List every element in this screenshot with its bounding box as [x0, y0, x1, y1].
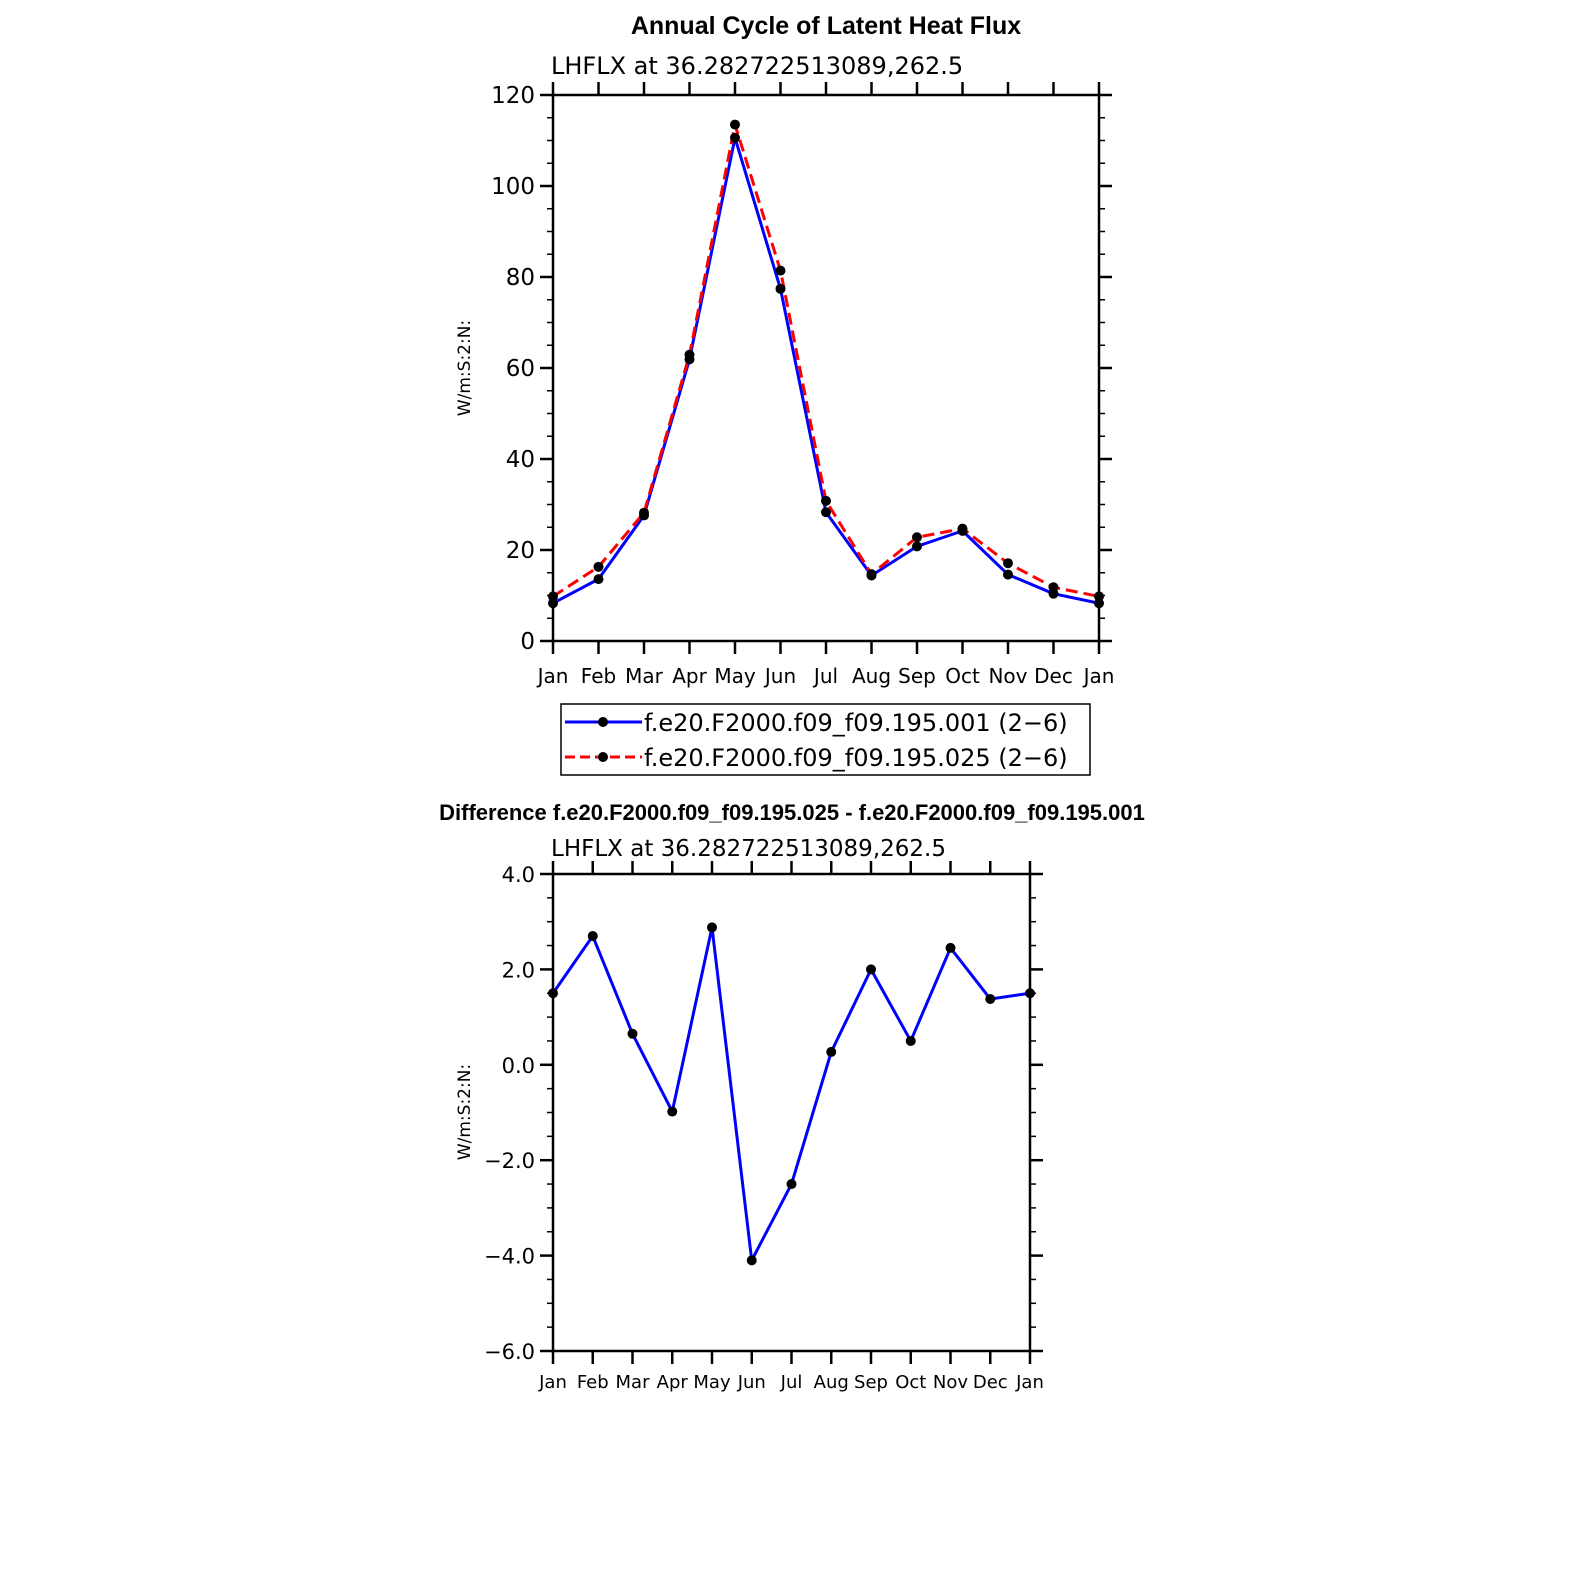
- legend-label-series-1: f.e20.F2000.f09_f09.195.001 (2−6): [644, 709, 1068, 737]
- top-chart-series-1-line: [552, 136, 1100, 605]
- bottom-chart-xtick-label: Apr: [657, 1372, 689, 1393]
- top-chart-series-2-point: [1003, 558, 1013, 569]
- top-chart-series-2-point: [1048, 582, 1059, 593]
- top-chart-xtick-label: Aug: [852, 664, 891, 688]
- top-chart-series-2-point: [821, 495, 831, 506]
- top-chart-plot-frame: [551, 93, 1101, 643]
- bottom-chart-xtick-label: Nov: [933, 1372, 968, 1393]
- bottom-chart-series-1-point: [866, 964, 876, 975]
- bottom-chart-series-1-point: [667, 1106, 678, 1117]
- top-chart-series-1-point: [1003, 569, 1013, 580]
- legend-marker-series-2: [598, 752, 608, 762]
- top-chart-series-2-point: [1094, 591, 1104, 602]
- bottom-chart-ylabel: W/m:S:2:N:: [455, 1064, 475, 1160]
- top-chart-ytick-label: 0: [520, 629, 535, 655]
- bottom-chart-series-1-point: [945, 942, 956, 953]
- top-chart-series-1-point: [821, 507, 831, 518]
- bottom-chart-ytick-label: 0.0: [502, 1054, 535, 1078]
- top-chart-ytick-label: 20: [506, 538, 535, 564]
- bottom-chart-series-1-point: [627, 1028, 638, 1039]
- bottom-chart-series-1-point: [786, 1179, 797, 1190]
- bottom-chart-xtick-label: Oct: [895, 1372, 926, 1393]
- bottom-chart-xtick-label: Aug: [814, 1372, 849, 1393]
- top-chart-xtick-label: Feb: [581, 664, 616, 688]
- top-chart-title: Annual Cycle of Latent Heat Flux: [631, 12, 1021, 40]
- legend-marker-series-1: [598, 717, 608, 727]
- top-chart-ylabel: W/m:S:2:N:: [455, 320, 475, 416]
- top-chart-ytick-label: 80: [506, 265, 535, 291]
- top-chart-series-2-point: [957, 523, 968, 534]
- bottom-chart-series-1-point: [985, 993, 996, 1004]
- bottom-chart-subtitle: LHFLX at 36.282722513089,262.5: [551, 836, 946, 862]
- top-chart-ytick-label: 100: [491, 174, 535, 200]
- top-chart-xtick-label: Jun: [763, 664, 796, 688]
- top-chart-series-2-point: [684, 349, 695, 360]
- bottom-chart-series-1-point: [826, 1046, 837, 1057]
- bottom-chart-series-1-line: [551, 925, 1031, 1262]
- bottom-chart-title: Difference f.e20.F2000.f09_f09.195.025 -…: [439, 800, 1145, 825]
- bottom-chart-xtick-label: May: [693, 1372, 731, 1393]
- top-chart-series-1-point: [593, 574, 604, 585]
- bottom-chart-series-1-point: [1025, 988, 1035, 999]
- legend-label-series-2: f.e20.F2000.f09_f09.195.025 (2−6): [644, 744, 1068, 772]
- top-chart-xtick-label: Dec: [1034, 664, 1073, 688]
- bottom-chart-series-1-point: [707, 922, 717, 933]
- bottom-chart-plot-frame: [551, 872, 1032, 1353]
- bottom-chart-xtick-label: Jan: [538, 1372, 567, 1393]
- top-chart-series-2-point: [866, 569, 877, 580]
- top-chart-xtick-label: Apr: [672, 664, 707, 688]
- bottom-chart-xtick-label: Feb: [577, 1372, 609, 1393]
- bottom-chart-ytick-label: −4.0: [484, 1245, 535, 1269]
- bottom-chart-ytick-label: 2.0: [502, 958, 535, 982]
- bottom-chart-xtick-label: Jul: [780, 1372, 803, 1393]
- bottom-chart: −6.0 −4.0 −2.0 0.0 2.0 4.0 Jan Feb Mar Apr May Jun J…: [484, 861, 1044, 1393]
- bottom-chart-series-1-point: [587, 931, 598, 942]
- bottom-chart-xtick-label: Jan: [1015, 1372, 1044, 1393]
- top-chart-series-2-point: [548, 591, 558, 602]
- top-chart-series-2-point: [730, 119, 740, 130]
- bottom-chart-xtick-label: Jun: [737, 1372, 766, 1393]
- top-chart-xtick-label: Jan: [1082, 664, 1115, 688]
- top-chart-xtick-label: May: [714, 664, 756, 688]
- top-chart-series-2-point: [639, 507, 649, 518]
- top-chart: 0 20 40 60 80 100 120 Jan Feb Mar Apr May Jun Jul Aug S…: [491, 82, 1114, 688]
- bottom-chart-xtick-label: Sep: [854, 1372, 888, 1393]
- top-chart-xtick-label: Nov: [988, 664, 1027, 688]
- top-chart-series-1-point: [912, 541, 922, 552]
- bottom-chart-series-1-point: [746, 1255, 757, 1266]
- top-chart-ytick-label: 40: [506, 447, 535, 473]
- bottom-chart-ytick-label: 4.0: [502, 863, 535, 887]
- top-chart-xtick-label: Mar: [625, 664, 664, 688]
- top-chart-series-2-point: [912, 532, 922, 543]
- bottom-chart-xtick-label: Mar: [616, 1372, 651, 1393]
- top-chart-xtick-label: Jan: [536, 664, 569, 688]
- bottom-chart-ytick-label: −2.0: [484, 1149, 535, 1173]
- bottom-chart-ytick-label: −6.0: [484, 1340, 535, 1364]
- top-chart-ytick-label: 120: [491, 83, 535, 109]
- legend: f.e20.F2000.f09_f09.195.001 (2−6) f.e20.…: [560, 703, 1091, 776]
- bottom-chart-xtick-label: Dec: [973, 1372, 1008, 1393]
- top-chart-series-2-line: [552, 123, 1100, 598]
- legend-box: [560, 703, 1091, 776]
- bottom-chart-series-1-point: [905, 1035, 916, 1046]
- bottom-chart-series-1-point: [548, 988, 558, 999]
- top-chart-subtitle: LHFLX at 36.282722513089,262.5: [551, 52, 963, 80]
- top-chart-series-2-point: [775, 265, 786, 276]
- top-chart-ytick-label: 60: [506, 356, 535, 382]
- top-chart-series-1-point: [730, 132, 740, 143]
- top-chart-series-2-point: [593, 561, 604, 572]
- top-chart-xtick-label: Jul: [812, 664, 838, 688]
- top-chart-xtick-label: Sep: [898, 664, 936, 688]
- top-chart-series-1-point: [775, 283, 786, 294]
- top-chart-xtick-label: Oct: [945, 664, 980, 688]
